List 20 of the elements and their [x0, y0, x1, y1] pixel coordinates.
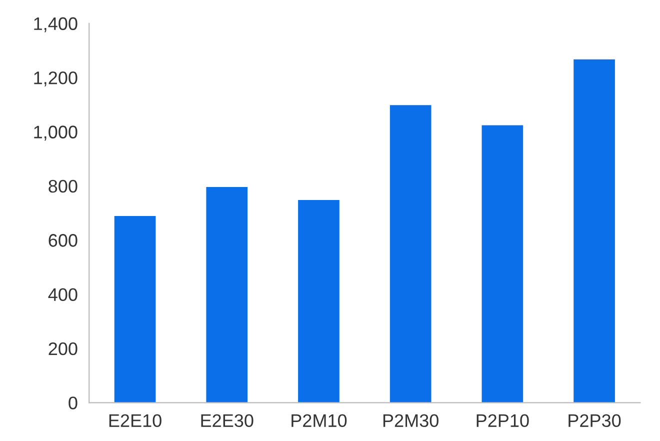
y-tick-label: 1,000 [34, 126, 78, 141]
bar [114, 216, 156, 403]
x-tick-label: P2M10 [292, 414, 347, 428]
y-tick-label: 400 [48, 288, 78, 301]
x-tick-label: P2P30 [568, 414, 621, 428]
x-tick-label: P2M30 [383, 414, 438, 428]
y-tick-label: 1,400 [34, 17, 78, 32]
x-tick-label: P2P10 [476, 414, 529, 428]
y-tick-label: 800 [48, 180, 78, 193]
y-tick-label: 1,200 [34, 71, 78, 86]
y-tick-label: 0 [68, 396, 78, 410]
bar [482, 125, 524, 403]
y-tick-label: 600 [48, 234, 78, 247]
bar [390, 105, 432, 403]
bar [206, 186, 248, 403]
bar [298, 200, 340, 403]
x-tick-label: E2E30 [201, 414, 254, 428]
y-tick-label: 200 [48, 342, 78, 356]
bar [574, 59, 615, 403]
x-tick-label: E2E10 [109, 414, 162, 428]
